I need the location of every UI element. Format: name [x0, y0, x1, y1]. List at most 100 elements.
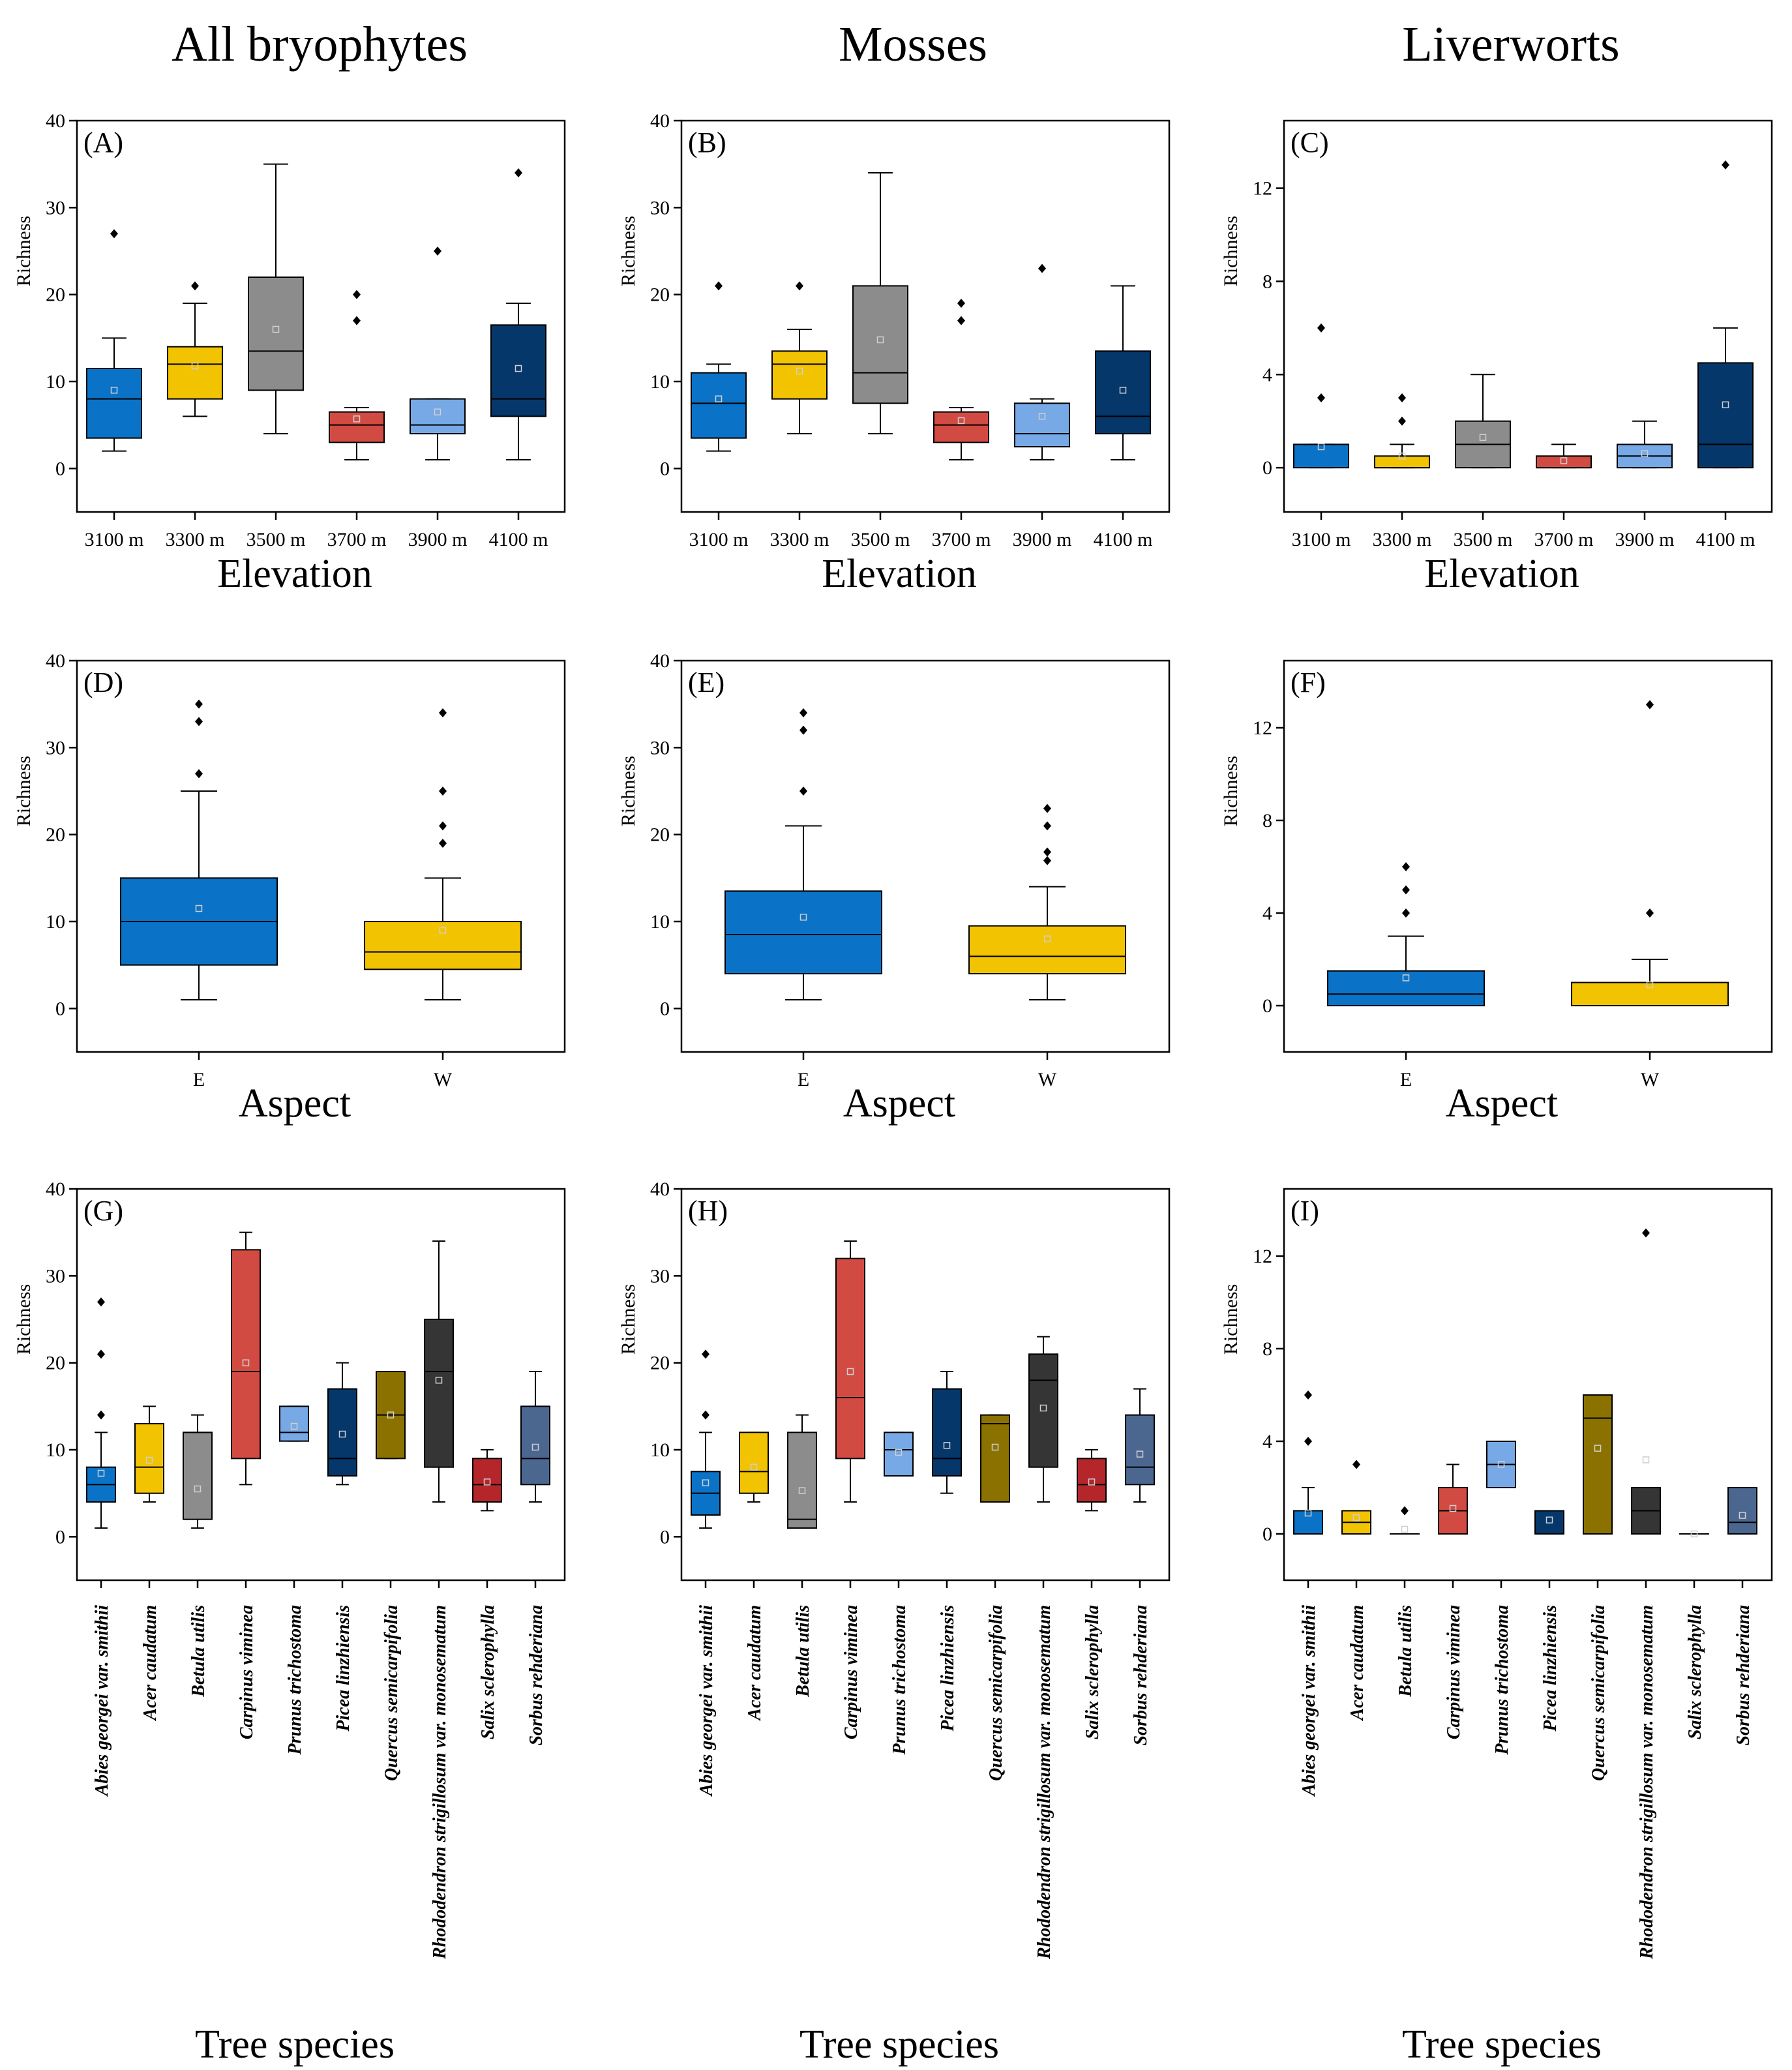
y-tick-label: 20: [650, 1353, 670, 1374]
box-rhododendron-strigillosum-var-monosematum: Rhododendron strigillosum var. monosemat…: [424, 1240, 454, 1960]
mean-marker: [1546, 1516, 1553, 1523]
iqr-box: [472, 1458, 502, 1503]
outlier-point: [1043, 803, 1051, 813]
mean-marker: [1690, 1530, 1698, 1538]
x-tick-label: 3500 m: [246, 529, 306, 550]
x-tick-label: W: [1641, 1069, 1660, 1090]
mean-marker: [483, 1478, 491, 1486]
mean-marker: [1449, 1505, 1457, 1512]
mean-marker: [715, 395, 723, 402]
mean-marker: [290, 1422, 298, 1430]
mean-marker: [531, 1443, 539, 1451]
y-tick-label: 10: [46, 911, 65, 933]
x-tick-label: W: [1038, 1069, 1057, 1090]
iqr-box: [134, 1423, 164, 1494]
y-axis-label: Richness: [618, 216, 639, 286]
y-tick-label: 0: [660, 998, 670, 1019]
mean-marker: [242, 1359, 250, 1366]
iqr-box: [248, 277, 304, 391]
box-3300-m: 3300 m: [166, 281, 224, 550]
iqr-box: [691, 372, 747, 439]
x-axis-title: Tree species: [799, 2022, 999, 2067]
iqr-box: [980, 1414, 1010, 1503]
box-rhododendron-strigillosum-var-monosematum: Rhododendron strigillosum var. monosemat…: [1631, 1228, 1661, 1960]
y-tick-label: 30: [650, 1265, 670, 1287]
x-tick-label: Betula utilis: [1396, 1605, 1416, 1698]
mean-marker: [1352, 1514, 1360, 1522]
iqr-box: [771, 350, 828, 400]
box-acer-caudatum: Acer caudatum: [134, 1405, 164, 1722]
y-tick-label: 0: [55, 998, 65, 1019]
box-3300-m: 3300 m: [770, 281, 829, 550]
outlier-point: [195, 717, 203, 727]
panel-d: 0 10 20 30 40 Richness (D) E W Aspect: [13, 650, 566, 1126]
panel-label: (H): [688, 1195, 728, 1227]
mean-marker: [1594, 1445, 1602, 1452]
box-w: W: [1571, 700, 1729, 1090]
iqr-box: [231, 1249, 261, 1460]
mean-marker: [194, 1485, 202, 1493]
y-tick-label: 12: [1253, 178, 1272, 200]
x-axis-title: Aspect: [843, 1081, 955, 1126]
iqr-box: [852, 285, 908, 404]
plot-frame: [1283, 1188, 1773, 1582]
outlier-point: [957, 299, 965, 308]
x-tick-label: 4100 m: [1696, 529, 1755, 550]
mean-marker: [1317, 443, 1325, 451]
iqr-box: [1697, 362, 1754, 469]
outlier-point: [1043, 847, 1051, 857]
mean-marker: [1304, 1509, 1312, 1517]
panel-h: 0 10 20 30 40 Richness (H) Abies georgei var. s…: [618, 1178, 1171, 2067]
panel-label: (F): [1291, 667, 1326, 698]
outlier-point: [439, 839, 447, 848]
outlier-point: [1642, 1228, 1650, 1238]
x-tick-label: 3300 m: [1373, 529, 1432, 550]
outlier-point: [799, 725, 807, 735]
box-4100-m: 4100 m: [1696, 160, 1755, 550]
x-tick-label: Acer caudatum: [140, 1605, 160, 1722]
x-axis-title: Elevation: [1424, 552, 1579, 596]
box-3100-m: 3100 m: [689, 281, 748, 550]
iqr-box: [329, 411, 385, 443]
outlier-point: [1317, 323, 1325, 333]
panel-label: (C): [1291, 127, 1329, 158]
box-3300-m: 3300 m: [1373, 393, 1432, 550]
iqr-box: [1583, 1394, 1613, 1535]
y-tick-label: 0: [1262, 995, 1272, 1017]
box-sorbus-rehderiana: Sorbus rehderiana: [520, 1371, 550, 1746]
y-tick-label: 30: [650, 737, 670, 758]
plot-frame: [76, 119, 566, 513]
x-tick-label: Sorbus rehderiana: [1733, 1605, 1754, 1746]
x-tick-label: Quercus semicarpifolia: [381, 1605, 402, 1781]
mean-marker: [1497, 1461, 1505, 1468]
outlier-point: [1317, 393, 1325, 402]
y-axis-label: Richness: [1220, 1284, 1242, 1355]
y-tick-label: 30: [650, 197, 670, 218]
mean-marker: [895, 1448, 903, 1456]
box-picea-linzhiensis: Picea linzhiensis: [327, 1362, 357, 1732]
x-axis-title: Elevation: [217, 552, 372, 596]
outlier-point: [439, 821, 447, 831]
mean-marker: [434, 408, 441, 415]
y-tick-label: 40: [46, 110, 65, 132]
mean-marker: [191, 362, 199, 370]
x-tick-label: Betula utilis: [793, 1605, 813, 1698]
x-tick-label: Quercus semicarpifolia: [1589, 1605, 1609, 1781]
mean-marker: [702, 1479, 709, 1486]
box-e: E: [1327, 862, 1485, 1090]
x-tick-label: Salix sclerophylla: [478, 1605, 498, 1739]
box-quercus-semicarpifolia: Quercus semicarpifolia: [376, 1371, 406, 1781]
outlier-point: [1398, 393, 1406, 402]
box-3700-m: 3700 m: [1534, 443, 1593, 550]
x-axis-title: Aspect: [239, 1081, 351, 1126]
mean-marker: [435, 1377, 443, 1384]
mean-marker: [387, 1411, 395, 1418]
box-abies-georgei-var-smithii: Abies georgei var. smithii: [691, 1349, 721, 1797]
box-salix-sclerophylla: Salix sclerophylla: [1077, 1449, 1107, 1739]
iqr-box: [1125, 1414, 1155, 1486]
outlier-point: [1402, 862, 1410, 871]
x-tick-label: Salix sclerophylla: [1685, 1605, 1705, 1739]
box-w: W: [364, 708, 522, 1090]
outlier-point: [702, 1349, 709, 1359]
